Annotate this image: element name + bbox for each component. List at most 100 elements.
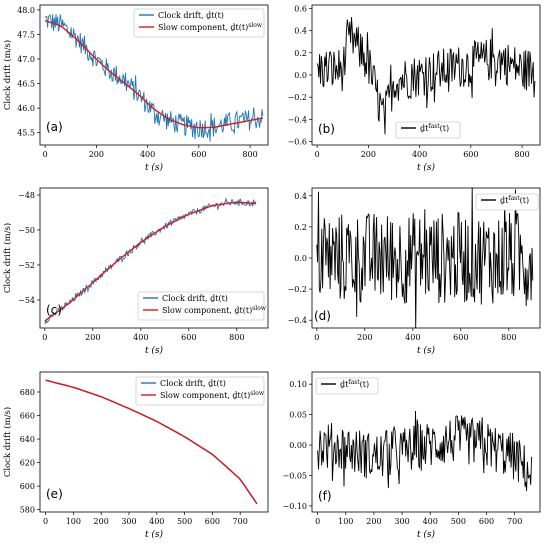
plot-frame [39,187,269,329]
x-tick-label: 600 [205,517,220,526]
y-tick-label: 0.10 [289,380,307,389]
legend-label: Slow component, ḏt(t)slow [160,390,265,401]
y-tick-label: 0.2 [294,223,307,232]
x-tick-label: 700 [507,517,522,526]
plot-frame [39,371,269,513]
x-tick-label: 600 [463,150,478,159]
y-axis-label: Clock drift (m/s) [2,407,13,477]
y-tick-label: −0.6 [288,138,307,147]
legend-label: ḏtfast(t) [340,379,369,390]
y-tick-label: −54 [18,296,35,305]
x-tick-label: 0 [43,517,48,526]
x-tick-label: 0 [43,150,48,159]
panel-letter: (e) [46,487,63,501]
y-tick-label: 0.4 [294,192,307,201]
x-tick-label: 0 [314,333,319,342]
x-tick-label: 600 [181,333,196,342]
y-tick-label: −0.4 [288,115,307,124]
y-tick-label: 600 [20,482,35,491]
plot-frame [39,4,269,146]
x-axis-label: t (s) [145,162,164,173]
panel-letter: (a) [46,120,63,134]
y-tick-label: 47.5 [17,30,35,39]
x-tick-label: 0 [315,517,320,526]
y-tick-label: −48 [18,191,35,200]
y-tick-label: 45.5 [17,129,35,138]
panel-letter: (d) [314,309,331,323]
x-tick-label: 500 [451,517,466,526]
slow-component-line [44,201,257,322]
y-tick-label: 48.0 [17,6,35,15]
legend-box [395,121,461,139]
plot-frame [311,371,541,513]
y-tick-label: −0.4 [288,316,307,325]
x-tick-label: 400 [133,333,148,342]
x-tick-label: 100 [66,517,81,526]
x-axis-label: t (s) [417,162,436,173]
chart-panel-f: 0 100 200 300 400 500 600 700 −0.10 −0.05 0.00 0.05… [282,371,541,540]
y-axis-label: Clock drift (m/s) [2,40,13,110]
x-tick-label: 400 [412,150,427,159]
x-tick-label: 800 [242,150,257,159]
x-tick-label: 200 [366,517,381,526]
y-tick-label: −0.2 [288,93,307,102]
x-tick-label: 300 [121,517,136,526]
fast-component-line [316,17,536,135]
panel-letter: (b) [318,122,335,136]
chart-panel-e: 0 100 200 300 400 500 600 700 580 600 620 640 660 680… [2,371,269,540]
y-tick-label: −0.10 [282,502,307,511]
panel-letter: (c) [46,303,62,317]
y-tick-label: 580 [20,506,35,515]
fast-component-line [317,410,533,491]
slow-component-line [45,379,258,505]
legend-box [135,376,265,406]
x-tick-label: 400 [405,333,420,342]
legend-label: Slow component, ḏt(t)slow [158,22,263,33]
x-tick-label: 400 [140,150,155,159]
x-tick-label: 200 [89,150,104,159]
legend-label: Clock drift, ḏt(t) [162,294,228,303]
y-tick-label: 660 [20,412,35,421]
x-tick-label: 200 [85,333,100,342]
y-tick-label: 0.05 [289,411,307,420]
fast-component-line [316,188,534,328]
chart-panel-b: 0 200 400 600 800 −0.6 −0.4 −0.2 0.0 0.2 0.4 0.6 t (… [288,4,541,173]
legend: Clock drift, ḏt(t) Slow component, ḏt(t)s… [135,376,265,406]
legend: ḏtfast(t) [475,193,539,211]
y-tick-label: 0.00 [289,441,307,450]
legend-label: Slow component, ḏt(t)slow [162,305,267,316]
y-tick-label: 0.0 [294,254,307,263]
legend: ḏtfast(t) [315,377,379,395]
slow-component-line [44,20,264,129]
y-tick-label: −0.2 [288,285,307,294]
y-tick-label: 0.0 [294,71,307,80]
x-tick-label: 200 [94,517,109,526]
x-tick-label: 600 [479,517,494,526]
legend-label: ḏtfast(t) [500,195,529,206]
y-tick-label: 0.6 [294,4,307,13]
x-tick-label: 700 [233,517,248,526]
x-tick-label: 800 [514,150,529,159]
legend: Clock drift, ḏt(t) Slow component, ḏt(t)s… [133,8,265,38]
raw-clock-drift-line [44,14,264,142]
x-tick-label: 100 [338,517,353,526]
x-tick-label: 800 [501,333,516,342]
y-tick-label: 47.0 [17,55,35,64]
x-tick-label: 500 [177,517,192,526]
x-tick-label: 200 [357,333,372,342]
x-tick-label: 200 [361,150,376,159]
legend-box [137,291,265,321]
x-tick-label: 600 [453,333,468,342]
y-tick-label: 46.0 [17,104,35,113]
y-tick-label: −50 [18,226,35,235]
y-tick-label: 0.4 [294,27,307,36]
legend-box [315,377,379,395]
legend-box [133,8,265,38]
y-tick-label: −52 [18,261,35,270]
y-tick-label: −0.05 [282,471,307,480]
y-tick-label: 680 [20,388,35,397]
x-tick-label: 300 [394,517,409,526]
legend: ḏtfast(t) [395,121,461,139]
y-tick-label: 640 [20,435,35,444]
